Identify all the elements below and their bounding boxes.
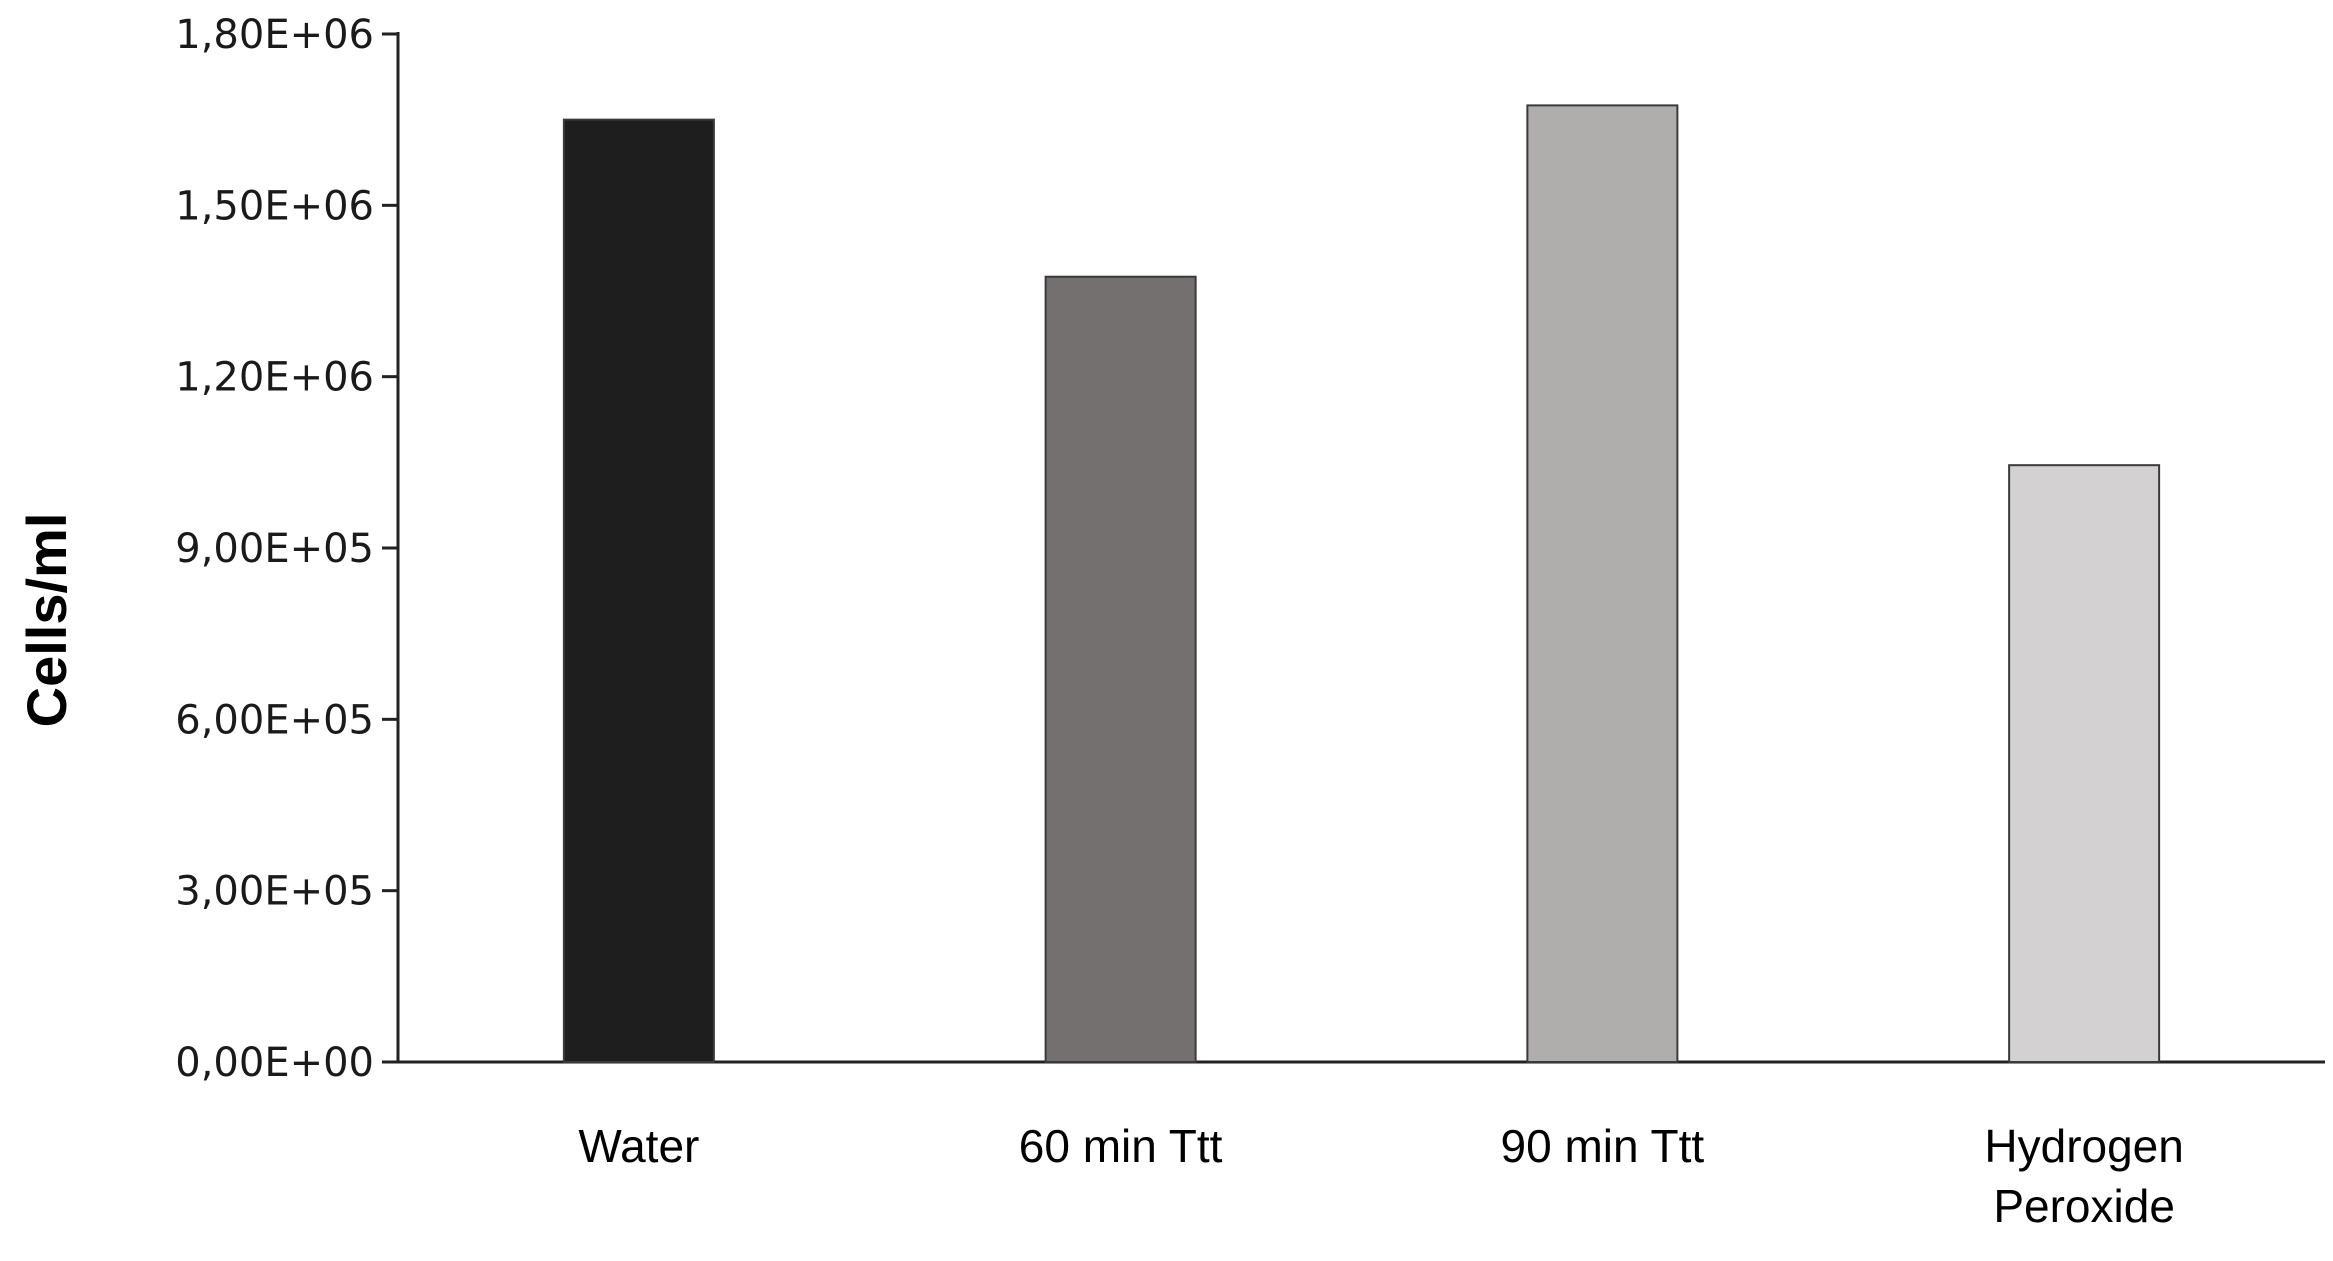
y-axis-title-group: Cells/ml [15,513,78,728]
y-tick-label: 1,80E+06 [175,12,374,58]
y-tick-label: 0,00E+00 [175,1040,374,1086]
bar-60-min-ttt [1044,275,1197,1063]
x-tick-label: 90 min Ttt [1501,1120,1705,1172]
x-tick-label: 60 min Ttt [1019,1120,1223,1172]
y-axis-title: Cells/ml [15,513,78,728]
bar-hydrogen-peroxide [2008,464,2161,1063]
x-tick-labels: Water 60 min Ttt 90 min Ttt Hydrogen Peroxid… [578,1120,2183,1232]
bar-90-min-ttt [1526,104,1679,1063]
x-tick-label: Water [578,1120,699,1172]
y-tick-label: 9,00E+05 [175,526,374,572]
y-ticks: 0,00E+00 3,00E+05 6,00E+05 9,00E+05 1,20E+06… [175,12,398,1086]
x-tick-label: Hydrogen Peroxide [1984,1120,2183,1232]
y-tick-label: 3,00E+05 [175,869,374,915]
y-tick-label: 1,50E+06 [175,183,374,229]
y-tick-label: 1,20E+06 [175,355,374,401]
y-tick-label: 6,00E+05 [175,697,374,743]
bars [562,104,2161,1063]
bar-water [562,118,715,1063]
